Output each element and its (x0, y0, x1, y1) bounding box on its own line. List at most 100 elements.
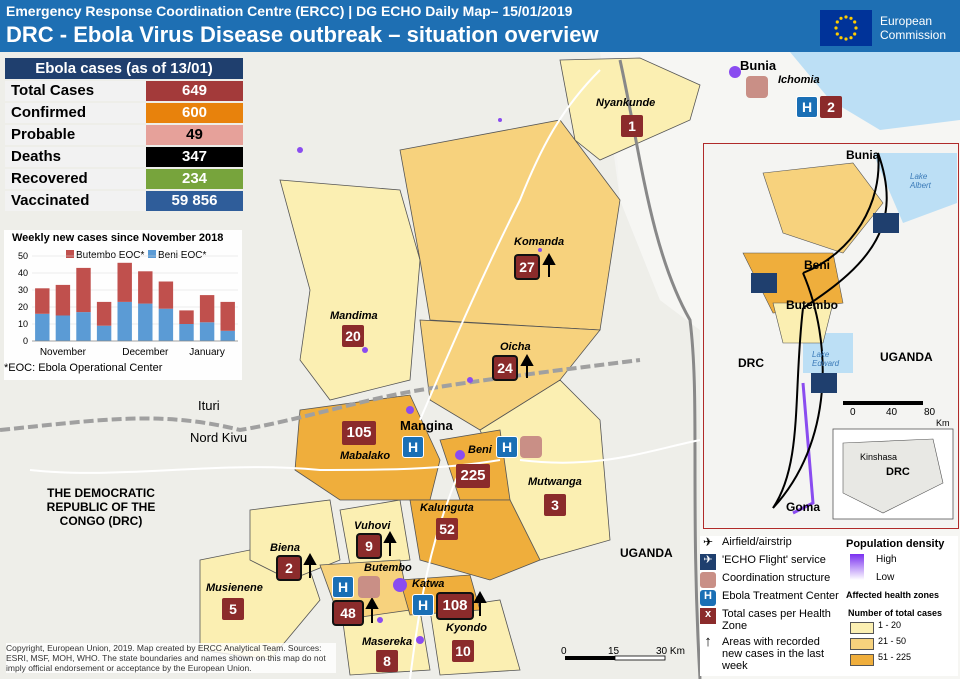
inset-scale-km: Km (936, 418, 950, 428)
chart-bar (179, 324, 194, 341)
cases-icon: x (700, 608, 716, 624)
province-boundary (0, 358, 641, 433)
legend-pop-title: Population density (846, 538, 945, 550)
cases-row-label: Total Cases (5, 81, 146, 101)
cases-heading: Ebola cases (as of 13/01) (5, 58, 243, 79)
cases-row-value: 234 (146, 169, 243, 189)
cases-marker-kyondo: 10 (452, 640, 474, 662)
chart-y-tick: 10 (18, 319, 28, 329)
copyright-note: Copyright, European Union, 2019. Map cre… (6, 643, 336, 673)
inset-lake-edward: Lake Edward (812, 350, 840, 368)
inset-kinshasa: Kinshasa (860, 452, 898, 462)
cases-table: Ebola cases (as of 13/01) Total Cases 649… (5, 58, 243, 211)
etc-icon: H (496, 436, 518, 458)
chart-legend-label: Beni EOC* (158, 250, 206, 261)
cases-marker-katwa: 108 (438, 594, 472, 618)
cases-row-label: Deaths (5, 147, 146, 167)
legend-total-cases-label: Total cases per Health Zone (722, 608, 831, 632)
hz-label-katwa: Katwa (412, 578, 445, 590)
zone-mandima (279, 179, 421, 401)
header-bar: Emergency Response Coordination Centre (… (0, 0, 960, 52)
up-arrow-icon: ↑ (704, 633, 712, 650)
eu-logo-text-1: European (880, 14, 933, 28)
chart-legend-swatch (66, 250, 74, 258)
header-subtitle: Emergency Response Coordination Centre (… (6, 3, 573, 19)
zone-vuhovi (339, 499, 411, 566)
inset-map (703, 143, 957, 527)
etc-icon: H (332, 576, 354, 598)
legend-total-cases: x Total cases per Health Zone (700, 608, 840, 632)
chart-bar (35, 313, 50, 341)
cases-row: Recovered 234 (5, 169, 243, 189)
chart-bar (35, 288, 50, 314)
inset-scale-0: 0 (850, 407, 856, 418)
inset-place-beni: Beni (804, 258, 831, 272)
cases-marker-oicha: 24 (494, 357, 516, 379)
eu-logo-text-2: Commission (880, 28, 947, 42)
legend-new-cases-label: Areas with recorded new cases in the las… (722, 636, 825, 672)
hz-label-mabalako: Mabalako (340, 450, 391, 462)
legend-pop-high: High (876, 554, 897, 565)
lake-albert (790, 52, 960, 130)
eu-flag-icon (820, 10, 872, 46)
etc-icon: H (412, 594, 434, 616)
chart-bar (76, 267, 91, 313)
country-uganda: UGANDA (620, 546, 673, 560)
etc-icon: H (796, 96, 818, 118)
inset-scale-80: 80 (924, 407, 936, 418)
country-drc: THE DEMOCRATIC REPUBLIC OF THE CONGO (DR… (46, 486, 156, 528)
cases-row-value: 649 (146, 81, 243, 101)
legend-echo-flight: ✈ 'ECHO Flight' service (700, 554, 826, 570)
cases-marker-ichomia: 2 (820, 96, 842, 118)
chart-plot: Butembo EOC* Beni EOC* 0 10 20 30 40 50 November… (18, 250, 238, 358)
cases-marker-vuhovi: 9 (358, 535, 380, 557)
cases-marker-nyankunde: 1 (621, 115, 643, 137)
legend-class-swatch (850, 654, 874, 666)
chart-bar (55, 315, 71, 341)
hz-label-kyondo: Kyondo (446, 622, 487, 634)
cases-row-label: Recovered (5, 169, 146, 189)
chart-bar (158, 281, 174, 309)
cases-row-label: Confirmed (5, 103, 146, 123)
cases-row: Deaths 347 (5, 147, 243, 167)
cases-marker-masereka: 8 (376, 650, 398, 672)
place-mangina: Mangina (400, 418, 453, 433)
echo-flight-icon: ✈ (700, 554, 716, 570)
legend-coordination: Coordination structure (700, 572, 830, 588)
inset-uganda: UGANDA (880, 350, 933, 364)
cases-row-value: 600 (146, 103, 243, 123)
chart-month-label: December (122, 347, 169, 358)
legend-airfield-label: Airfield/airstrip (722, 536, 792, 548)
chart-y-tick: 50 (18, 251, 28, 261)
chart-bar (220, 330, 235, 341)
legend-coordination-label: Coordination structure (722, 572, 831, 584)
cases-row-label: Vaccinated (5, 191, 146, 211)
legend-number-title: Number of total cases (848, 608, 943, 618)
pop-density-ramp (850, 554, 864, 580)
legend-etc: H Ebola Treatment Center (700, 590, 839, 606)
inset-place-butembo: Butembo (786, 298, 838, 312)
chart-y-tick: 20 (18, 302, 28, 312)
cases-row: Vaccinated 59 856 (5, 191, 243, 211)
hz-label-kalunguta: Kalunguta (420, 502, 474, 514)
legend-class-swatch (850, 622, 874, 634)
legend-class-label: 1 - 20 (878, 620, 902, 630)
hz-label-mutwanga: Mutwanga (528, 476, 582, 488)
cases-row: Confirmed 600 (5, 103, 243, 123)
cases-marker-mabalako: 105 (342, 421, 376, 445)
chart-legend-label: Butembo EOC* (76, 250, 144, 261)
inset-place-bunia: Bunia (846, 148, 880, 162)
hz-label-mandima: Mandima (330, 310, 378, 322)
cases-row-label: Probable (5, 125, 146, 145)
chart-bar (55, 284, 71, 316)
inset-scale-40: 40 (886, 407, 898, 418)
hz-label-komanda: Komanda (514, 236, 565, 248)
hz-label-nyankunde: Nyankunde (596, 97, 656, 109)
scale-bar (565, 655, 666, 661)
airfield-icon: ✈ (702, 535, 714, 549)
hz-label-oicha: Oicha (500, 341, 531, 353)
legend-airfield: ✈ Airfield/airstrip (700, 536, 792, 552)
header-title: DRC - Ebola Virus Disease outbreak – sit… (6, 22, 599, 47)
legend-pop-low: Low (876, 572, 895, 583)
cases-row-value: 49 (146, 125, 243, 145)
